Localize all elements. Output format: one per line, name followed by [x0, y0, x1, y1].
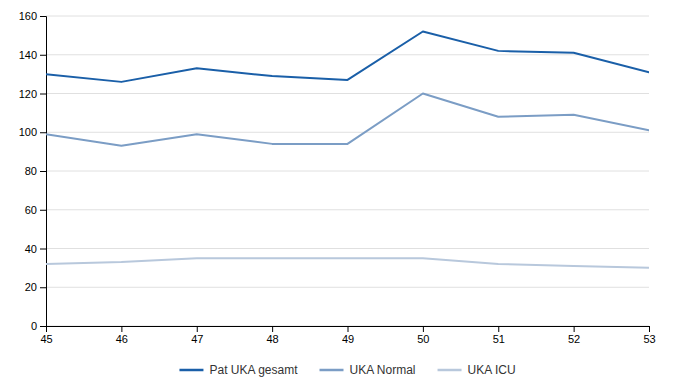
- legend-label: UKA Normal: [350, 363, 416, 377]
- tick-mark: [649, 326, 650, 332]
- tick-label: 100: [19, 126, 37, 138]
- legend-item: UKA Normal: [320, 363, 416, 377]
- tick-mark: [272, 326, 273, 332]
- tick: 20: [25, 281, 46, 293]
- lines: [46, 32, 649, 268]
- grid-line: [46, 248, 649, 249]
- tick-label: 49: [342, 333, 354, 345]
- tick-mark: [121, 326, 122, 332]
- tick-mark: [423, 326, 424, 332]
- tick: 140: [19, 49, 46, 61]
- grid-line: [46, 93, 649, 94]
- legend-swatch: [320, 369, 344, 372]
- tick: 120: [19, 88, 46, 100]
- tick-label: 51: [493, 333, 505, 345]
- tick-label: 40: [25, 243, 37, 255]
- tick: 60: [25, 204, 46, 216]
- tick: 51: [493, 326, 505, 345]
- tick: 45: [40, 326, 52, 345]
- tick: 49: [342, 326, 354, 345]
- tick-mark: [40, 210, 46, 211]
- tick-label: 46: [116, 333, 128, 345]
- legend-label: Pat UKA gesamt: [209, 363, 298, 377]
- legend-label: UKA ICU: [468, 363, 516, 377]
- series-line: [46, 94, 649, 146]
- tick: 50: [417, 326, 429, 345]
- tick-label: 80: [25, 165, 37, 177]
- tick-label: 48: [267, 333, 279, 345]
- legend-item: UKA ICU: [438, 363, 516, 377]
- grid-line: [46, 171, 649, 172]
- tick-mark: [348, 326, 349, 332]
- tick-label: 47: [191, 333, 203, 345]
- tick: 100: [19, 126, 46, 138]
- series-line: [46, 32, 649, 82]
- tick: 53: [643, 326, 655, 345]
- tick-mark: [40, 326, 46, 327]
- tick-mark: [40, 132, 46, 133]
- legend-swatch: [438, 369, 462, 372]
- chart: 45 46 47 48 49 50 51 52 53 0 20 40 60 80 100 120 140 160 P…: [0, 0, 673, 388]
- series-line: [46, 258, 649, 268]
- tick-label: 140: [19, 49, 37, 61]
- legend-item: Pat UKA gesamt: [179, 363, 298, 377]
- grid-line: [46, 287, 649, 288]
- tick-mark: [40, 55, 46, 56]
- tick-mark: [197, 326, 198, 332]
- tick-mark: [40, 16, 46, 17]
- tick-label: 0: [31, 320, 37, 332]
- grid: [46, 16, 649, 326]
- tick: 40: [25, 243, 46, 255]
- tick-mark: [40, 249, 46, 250]
- tick: 48: [267, 326, 279, 345]
- grid-line: [46, 132, 649, 133]
- legend-swatch: [179, 369, 203, 372]
- grid-line: [46, 209, 649, 210]
- tick-label: 50: [417, 333, 429, 345]
- tick: 160: [19, 10, 46, 22]
- tick-label: 52: [568, 333, 580, 345]
- tick-mark: [40, 171, 46, 172]
- tick-label: 45: [40, 333, 52, 345]
- axis-domain: [40, 17, 47, 327]
- plot: 45 46 47 48 49 50 51 52 53 0 20 40 60 80 100 120 140 160: [19, 10, 656, 345]
- tick-mark: [40, 94, 46, 95]
- grid-line: [46, 54, 649, 55]
- legend: Pat UKA gesamt UKA Normal UKA ICU: [179, 363, 515, 377]
- grid-line: [46, 16, 649, 17]
- tick-label: 53: [643, 333, 655, 345]
- tick-mark: [574, 326, 575, 332]
- tick: 52: [568, 326, 580, 345]
- tick-label: 20: [25, 281, 37, 293]
- tick-label: 160: [19, 10, 37, 22]
- tick-mark: [498, 326, 499, 332]
- tick-label: 60: [25, 204, 37, 216]
- tick: 80: [25, 165, 46, 177]
- tick-label: 120: [19, 88, 37, 100]
- x-axis: 45 46 47 48 49 50 51 52 53: [40, 326, 655, 345]
- tick: 46: [116, 326, 128, 345]
- tick: 0: [31, 320, 46, 332]
- tick: 47: [191, 326, 203, 345]
- y-axis: 0 20 40 60 80 100 120 140 160: [19, 10, 47, 332]
- tick-mark: [40, 287, 46, 288]
- axis-domain: [47, 327, 650, 333]
